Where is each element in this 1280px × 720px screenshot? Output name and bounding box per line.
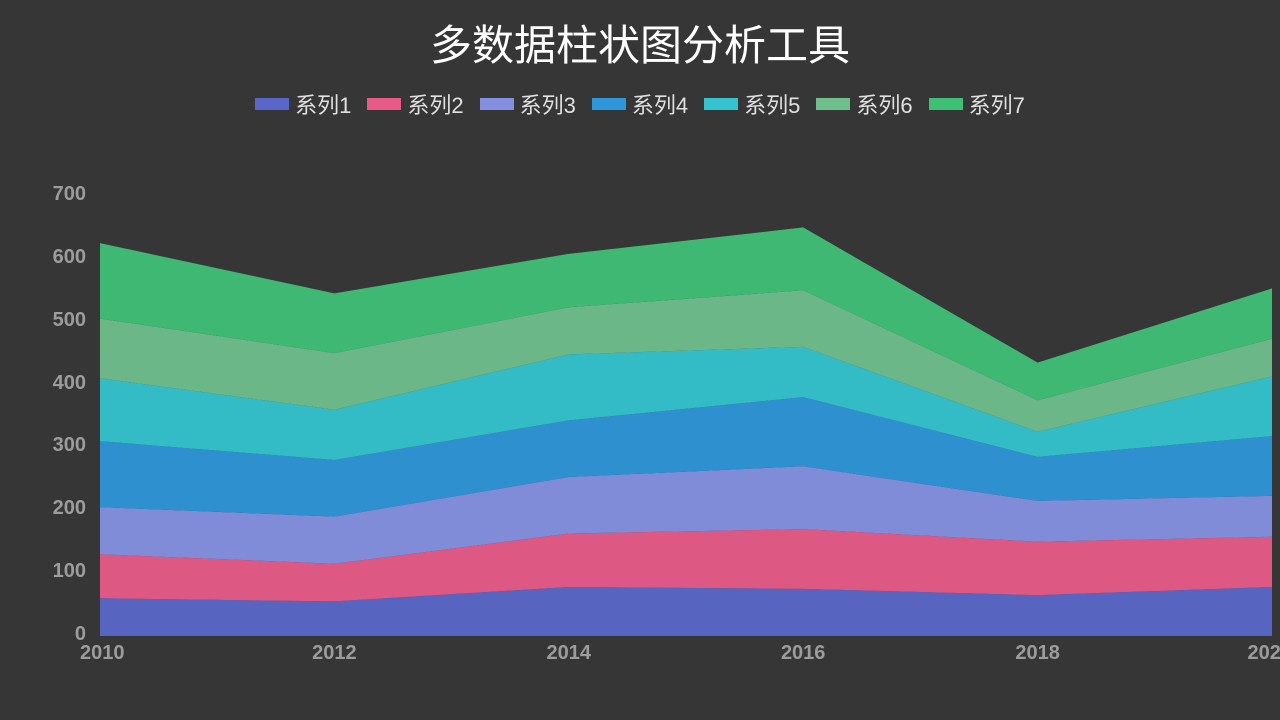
- y-tick-label: 300: [53, 434, 86, 457]
- y-tick-label: 100: [53, 560, 86, 583]
- chart-plot: [0, 0, 1280, 720]
- x-tick-label: 2014: [547, 642, 592, 665]
- chart-stage: 多数据柱状图分析工具 系列1系列2系列3系列4系列5系列6系列7 0100200…: [0, 0, 1280, 720]
- y-tick-label: 400: [53, 372, 86, 395]
- y-tick-label: 500: [53, 309, 86, 332]
- x-tick-label: 2016: [781, 642, 826, 665]
- y-tick-label: 600: [53, 246, 86, 269]
- y-tick-label: 200: [53, 497, 86, 520]
- x-tick-label: 2020: [1248, 642, 1280, 665]
- x-tick-label: 2012: [312, 642, 357, 665]
- x-tick-label: 2010: [80, 642, 125, 665]
- x-tick-label: 2018: [1015, 642, 1060, 665]
- y-tick-label: 700: [53, 183, 86, 206]
